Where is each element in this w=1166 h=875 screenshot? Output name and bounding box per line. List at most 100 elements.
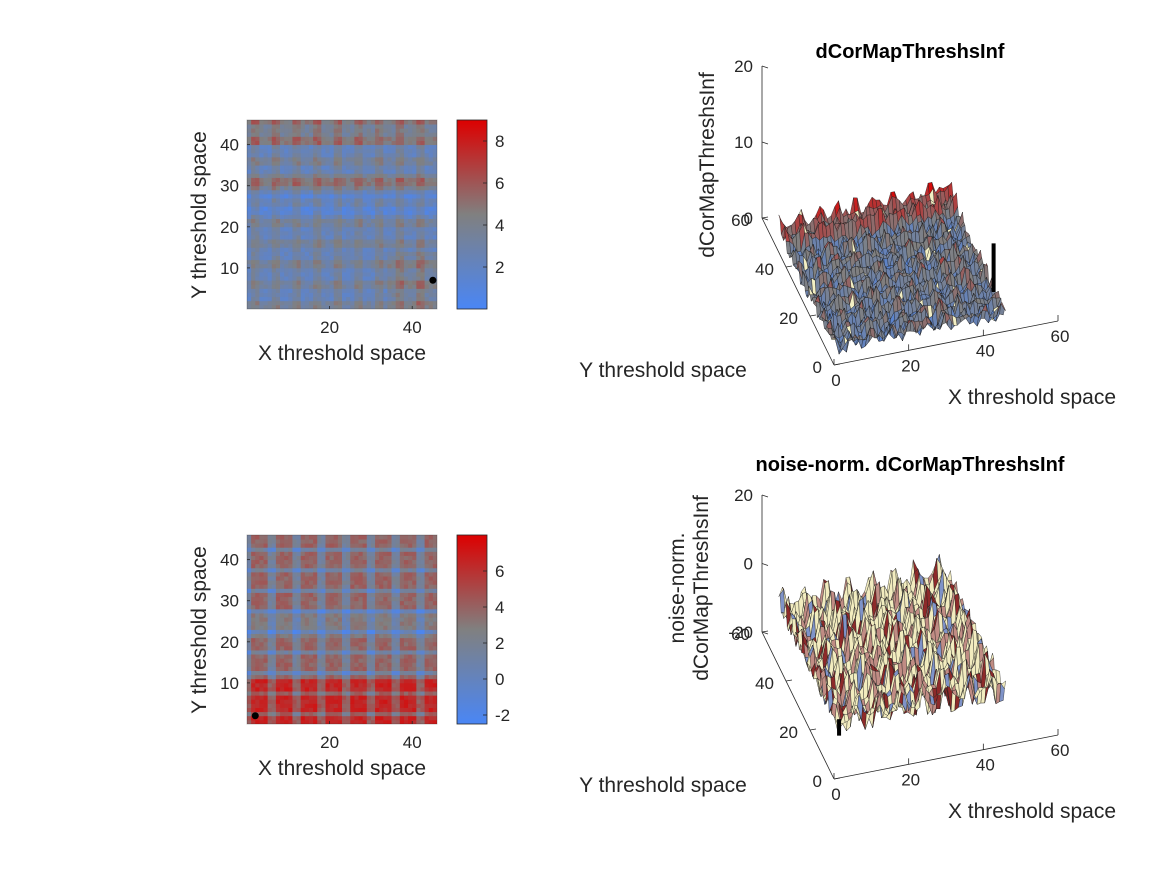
heatmap-cell xyxy=(288,120,293,125)
heatmap-cell xyxy=(354,230,359,236)
heatmap-cell xyxy=(333,662,339,667)
heatmap-cell xyxy=(416,641,421,647)
heatmap-cell xyxy=(428,539,434,544)
heatmap-cell xyxy=(412,280,417,285)
heatmap-cell xyxy=(300,284,306,289)
heatmap-cell xyxy=(296,272,302,277)
heatmap-cell xyxy=(354,617,359,622)
heatmap-cell xyxy=(346,267,351,273)
heatmap-cell xyxy=(370,588,376,593)
heatmap-cell xyxy=(350,682,355,688)
heatmap-cell xyxy=(432,539,437,544)
heatmap-cell xyxy=(395,255,401,261)
heatmap-cell xyxy=(403,222,409,228)
heatmap-cell xyxy=(300,185,306,191)
heatmap-cell xyxy=(263,596,269,602)
heatmap-cell xyxy=(300,165,306,170)
heatmap-cell xyxy=(259,247,264,252)
heatmap-cell xyxy=(342,185,347,191)
heatmap-cell xyxy=(296,181,302,187)
heatmap-cell xyxy=(428,584,434,589)
heatmap-cell xyxy=(391,703,397,708)
heatmap-cell xyxy=(350,173,355,178)
heatmap-cell xyxy=(300,600,306,606)
heatmap-cell xyxy=(255,551,260,556)
heatmap-cell xyxy=(333,280,339,285)
heatmap-cell xyxy=(370,173,376,178)
heatmap-cell xyxy=(300,678,306,684)
heatmap-cell xyxy=(337,263,343,269)
heatmap-cell xyxy=(366,674,372,680)
heatmap-cell xyxy=(271,222,277,228)
heatmap-cell xyxy=(391,641,397,647)
heatmap-cell xyxy=(325,645,331,651)
heatmap-cell xyxy=(292,633,297,639)
heatmap-cell xyxy=(428,185,434,191)
heatmap-cell xyxy=(412,551,417,556)
heatmap-cell xyxy=(375,272,380,277)
heatmap-cell xyxy=(296,288,302,293)
heatmap-cell xyxy=(292,559,297,565)
heatmap-cell xyxy=(308,678,314,684)
heatmap-cell xyxy=(271,658,277,663)
heatmap-cell xyxy=(366,243,372,248)
heatmap-cell xyxy=(379,235,384,240)
heatmap-cell xyxy=(362,707,368,713)
heatmap-cell xyxy=(292,189,297,195)
heatmap-cell xyxy=(362,584,368,589)
heatmap-cell xyxy=(432,169,437,174)
heatmap-cell xyxy=(280,621,285,626)
heatmap-cell xyxy=(308,625,314,630)
heatmap-cell xyxy=(362,243,368,248)
heatmap-cell xyxy=(304,177,310,183)
heatmap-cell xyxy=(346,650,351,655)
heatmap-cell xyxy=(300,120,306,125)
heatmap-cell xyxy=(383,617,388,622)
heatmap-cell xyxy=(432,222,437,228)
heatmap-cell xyxy=(366,267,372,273)
heatmap-cell xyxy=(354,193,359,199)
heatmap-cell xyxy=(416,580,421,585)
heatmap-cell xyxy=(403,629,409,635)
heatmap-cell xyxy=(362,222,368,228)
heatmap-cell xyxy=(416,695,421,700)
heatmap-cell xyxy=(416,206,421,211)
heatmap-cell xyxy=(321,267,326,273)
heatmap-cell xyxy=(403,543,409,548)
heatmap-cell xyxy=(288,719,293,724)
heatmap-cell xyxy=(362,247,368,252)
heatmap-cell xyxy=(358,592,364,598)
heatmap-cell xyxy=(321,304,326,309)
heatmap-cell xyxy=(358,551,364,556)
heatmap-cell xyxy=(370,678,376,684)
heatmap-cell xyxy=(403,555,409,561)
heatmap-cell xyxy=(255,140,260,146)
heatmap-cell xyxy=(296,120,302,125)
heatmap-cell xyxy=(362,621,368,626)
heatmap-cell xyxy=(263,695,269,700)
heatmap-cell xyxy=(247,678,252,684)
heatmap-cell xyxy=(366,189,372,195)
heatmap-cell xyxy=(251,621,256,626)
heatmap-cell xyxy=(267,140,273,146)
heatmap-cell xyxy=(358,641,364,647)
heatmap-cell xyxy=(337,641,343,647)
heatmap-cell xyxy=(403,588,409,593)
heatmap-cell xyxy=(271,674,277,680)
heatmap-cell xyxy=(292,251,297,256)
heatmap-cell xyxy=(325,144,331,150)
heatmap-cell xyxy=(329,543,335,548)
heatmap-cell xyxy=(399,218,405,224)
heatmap-cell xyxy=(325,193,331,199)
heatmap-cell xyxy=(391,304,397,309)
heatmap-cell xyxy=(280,654,285,659)
heatmap-cell xyxy=(416,181,421,187)
heatmap-cell xyxy=(387,214,392,220)
heatmap-1-xlabel: X threshold space xyxy=(258,342,426,365)
heatmap-cell xyxy=(304,284,310,289)
heatmap-cell xyxy=(412,596,417,602)
heatmap-cell xyxy=(399,177,405,183)
heatmap-cell xyxy=(346,247,351,252)
heatmap-cell xyxy=(271,251,277,256)
heatmap-cell xyxy=(300,218,306,224)
